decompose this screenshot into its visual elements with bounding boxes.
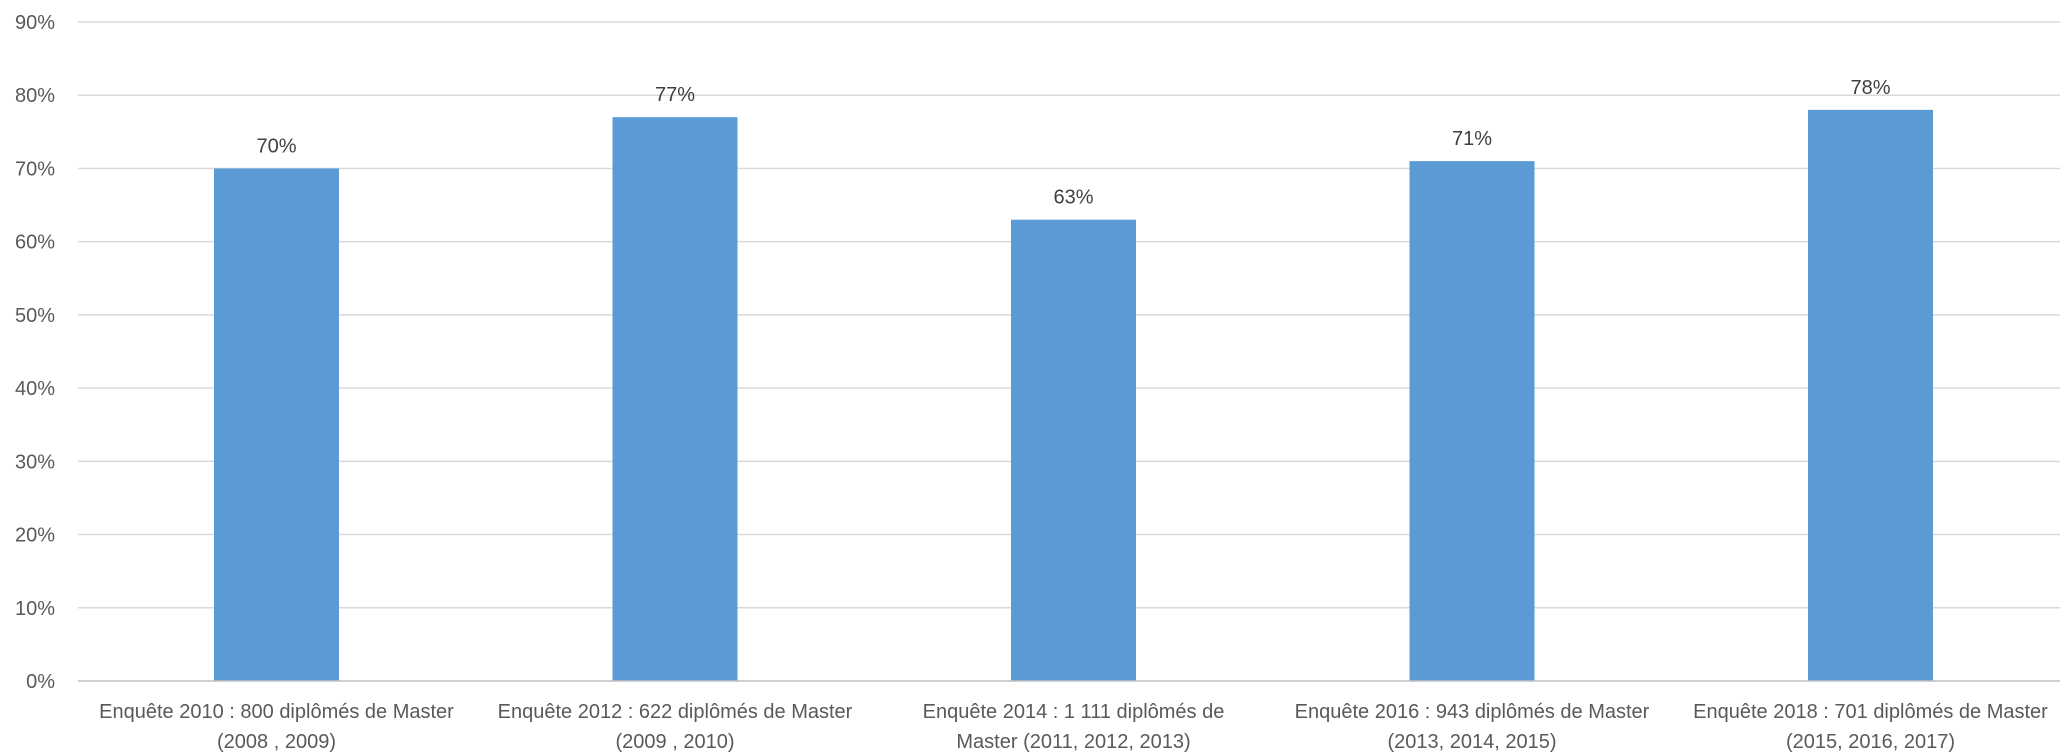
- y-tick-label: 50%: [15, 305, 55, 327]
- y-axis-ticks: 0% 10% 20% 30% 40% 50% 60% 70% 80% 90%: [15, 12, 55, 693]
- x-tick-label: Enquête 2014 : 1 111 diplômés de Master (…: [923, 701, 1225, 753]
- y-tick-label: 0%: [26, 671, 55, 693]
- data-label: 77%: [655, 84, 695, 106]
- x-tick-label: Enquête 2018 : 701 diplômés de Master (20…: [1693, 701, 2048, 753]
- data-label: 71%: [1452, 128, 1492, 150]
- y-tick-label: 20%: [15, 525, 55, 547]
- data-label: 78%: [1850, 77, 1890, 99]
- category-labels: Enquête 2010 : 800 diplômés de Master (20…: [99, 701, 2048, 753]
- y-tick-label: 70%: [15, 158, 55, 180]
- data-label: 63%: [1053, 187, 1093, 209]
- bar: [214, 168, 339, 681]
- bars: [214, 109, 1933, 682]
- bar: [612, 117, 738, 681]
- data-label: 70%: [256, 135, 296, 157]
- y-tick-label: 10%: [15, 598, 55, 620]
- bar: [1808, 109, 1933, 681]
- y-tick-label: 90%: [15, 12, 55, 34]
- bar: [1011, 219, 1136, 681]
- y-tick-label: 80%: [15, 85, 55, 107]
- y-tick-label: 40%: [15, 378, 55, 400]
- data-labels: 70% 77% 63% 71% 78%: [256, 77, 1890, 209]
- bar: [1409, 161, 1535, 682]
- x-tick-label: Enquête 2010 : 800 diplômés de Master (20…: [99, 701, 454, 753]
- x-tick-label: Enquête 2016 : 943 diplômés de Master (20…: [1295, 701, 1650, 753]
- y-tick-label: 60%: [15, 232, 55, 254]
- x-tick-label: Enquête 2012 : 622 diplômés de Master (20…: [498, 701, 853, 753]
- y-tick-label: 30%: [15, 451, 55, 473]
